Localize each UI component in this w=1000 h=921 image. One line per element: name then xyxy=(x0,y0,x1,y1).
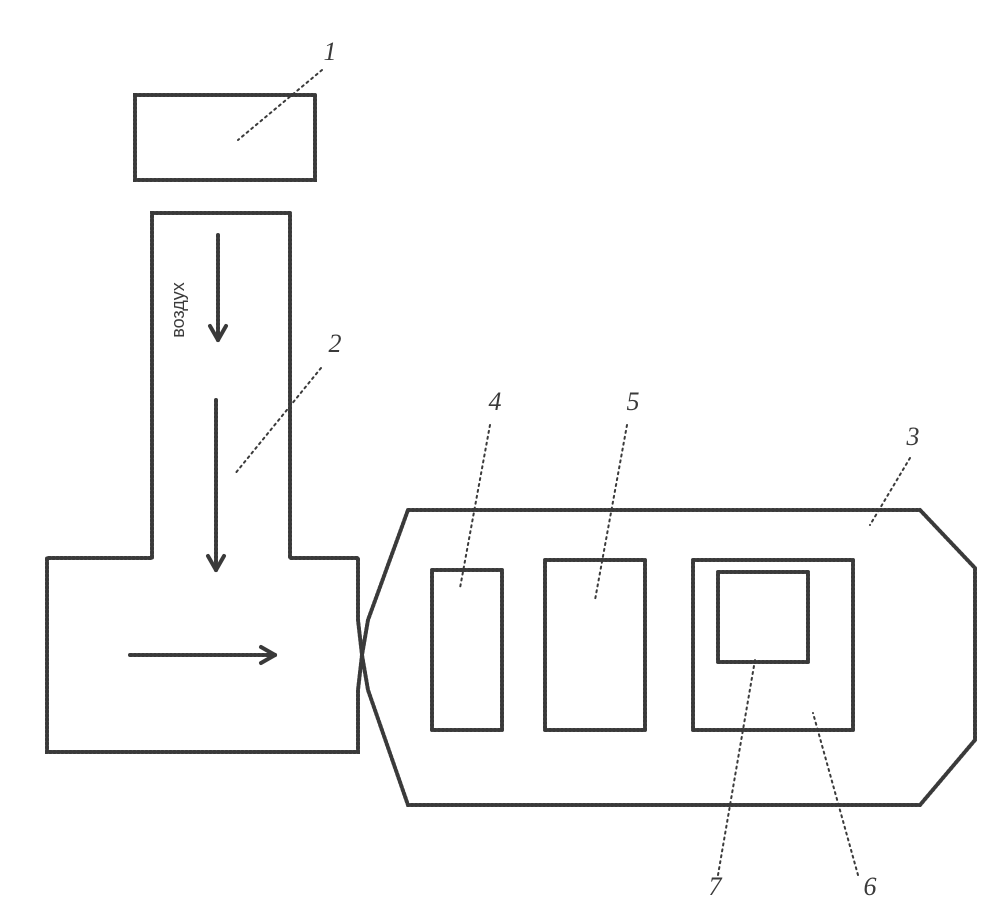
callout-line-3 xyxy=(870,458,910,525)
rect5-shape xyxy=(545,560,645,730)
box1-shape xyxy=(135,95,315,180)
callout-label-6: 6 xyxy=(864,872,877,901)
callout-label-1: 1 xyxy=(324,37,337,66)
technical-diagram: 1 2 3 4 5 6 7 воздух xyxy=(0,0,1000,921)
callout-line-2 xyxy=(234,368,321,475)
callout-line-5 xyxy=(595,425,627,600)
hex3-shape xyxy=(362,510,975,805)
callout-label-2: 2 xyxy=(329,329,342,358)
callout-line-4 xyxy=(460,425,490,588)
callout-label-7: 7 xyxy=(709,872,723,901)
callout-line-6 xyxy=(813,713,858,875)
tpipe-shape xyxy=(47,213,362,752)
rect7-shape xyxy=(718,572,808,662)
callout-label-5: 5 xyxy=(627,387,640,416)
callout-label-3: 3 xyxy=(906,422,920,451)
callout-line-1 xyxy=(238,70,322,140)
rect4-shape xyxy=(432,570,502,730)
callout-line-7 xyxy=(718,660,755,875)
air-flow-label: воздух xyxy=(168,282,188,338)
callout-label-4: 4 xyxy=(489,387,502,416)
